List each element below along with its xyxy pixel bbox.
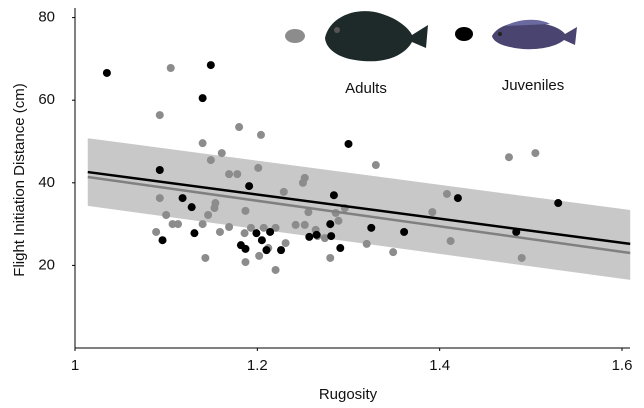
data-point <box>505 153 513 161</box>
data-point <box>152 228 160 236</box>
data-point <box>225 170 233 178</box>
data-point <box>363 240 371 248</box>
data-point <box>210 204 218 212</box>
data-point <box>159 236 167 244</box>
data-point <box>367 224 375 232</box>
legend-marker <box>285 29 305 43</box>
data-point <box>327 232 335 240</box>
data-point <box>218 149 226 157</box>
data-point <box>258 236 266 244</box>
x-tick-label: 1 <box>71 357 79 374</box>
data-point <box>245 182 253 190</box>
data-point <box>241 207 249 215</box>
data-point <box>254 164 262 172</box>
data-point <box>156 111 164 119</box>
data-point <box>372 161 380 169</box>
data-point <box>272 266 280 274</box>
data-point <box>207 61 215 69</box>
x-tick-label: 1.4 <box>429 357 450 374</box>
data-point <box>216 228 224 236</box>
data-point <box>204 211 212 219</box>
data-point <box>292 221 300 229</box>
x-tick-label: 1.2 <box>247 357 268 374</box>
data-point <box>345 140 353 148</box>
data-point <box>199 94 207 102</box>
data-point <box>336 244 344 252</box>
data-point <box>167 64 175 72</box>
data-point <box>174 220 182 228</box>
data-point <box>162 211 170 219</box>
data-point <box>301 221 309 229</box>
data-point <box>179 194 187 202</box>
data-point <box>305 233 313 241</box>
data-point <box>199 139 207 147</box>
data-point <box>199 220 207 228</box>
y-tick-label: 60 <box>38 91 55 108</box>
data-point <box>400 228 408 236</box>
data-point <box>262 246 270 254</box>
data-point <box>326 254 334 262</box>
data-point <box>277 246 285 254</box>
data-point <box>103 69 111 77</box>
data-point <box>156 166 164 174</box>
y-axis-label: Flight Initiation Distance (cm) <box>11 83 28 276</box>
data-point <box>454 194 462 202</box>
data-point <box>301 174 309 182</box>
data-point <box>326 220 334 228</box>
legend-label: Adults <box>345 80 387 97</box>
data-point <box>282 239 290 247</box>
data-point <box>257 131 265 139</box>
data-point <box>330 191 338 199</box>
data-point <box>241 229 249 237</box>
data-point <box>334 217 342 225</box>
data-point <box>201 254 209 262</box>
data-point <box>531 149 539 157</box>
x-axis-label: Rugosity <box>319 386 378 403</box>
data-point <box>235 123 243 131</box>
y-tick-label: 20 <box>38 256 55 273</box>
data-point <box>188 203 196 211</box>
legend-label: Juveniles <box>502 77 565 94</box>
data-point <box>428 208 436 216</box>
y-tick-label: 80 <box>38 9 55 26</box>
data-point <box>225 223 233 231</box>
data-point <box>233 170 241 178</box>
data-point <box>443 190 451 198</box>
data-point <box>252 229 260 237</box>
data-point <box>280 188 288 196</box>
data-point <box>389 248 397 256</box>
data-point <box>518 254 526 262</box>
data-point <box>241 245 249 253</box>
data-point <box>156 194 164 202</box>
data-point <box>255 252 263 260</box>
y-tick-label: 40 <box>38 174 55 191</box>
legend-marker <box>455 27 473 41</box>
data-point <box>241 258 249 266</box>
data-point <box>207 156 215 164</box>
data-point <box>266 228 274 236</box>
data-point <box>554 199 562 207</box>
data-point <box>313 231 321 239</box>
data-point <box>447 237 455 245</box>
x-tick-label: 1.6 <box>612 357 633 374</box>
data-point <box>190 229 198 237</box>
chart: Flight Initiation Distance (cm) Rugosity… <box>0 0 644 408</box>
